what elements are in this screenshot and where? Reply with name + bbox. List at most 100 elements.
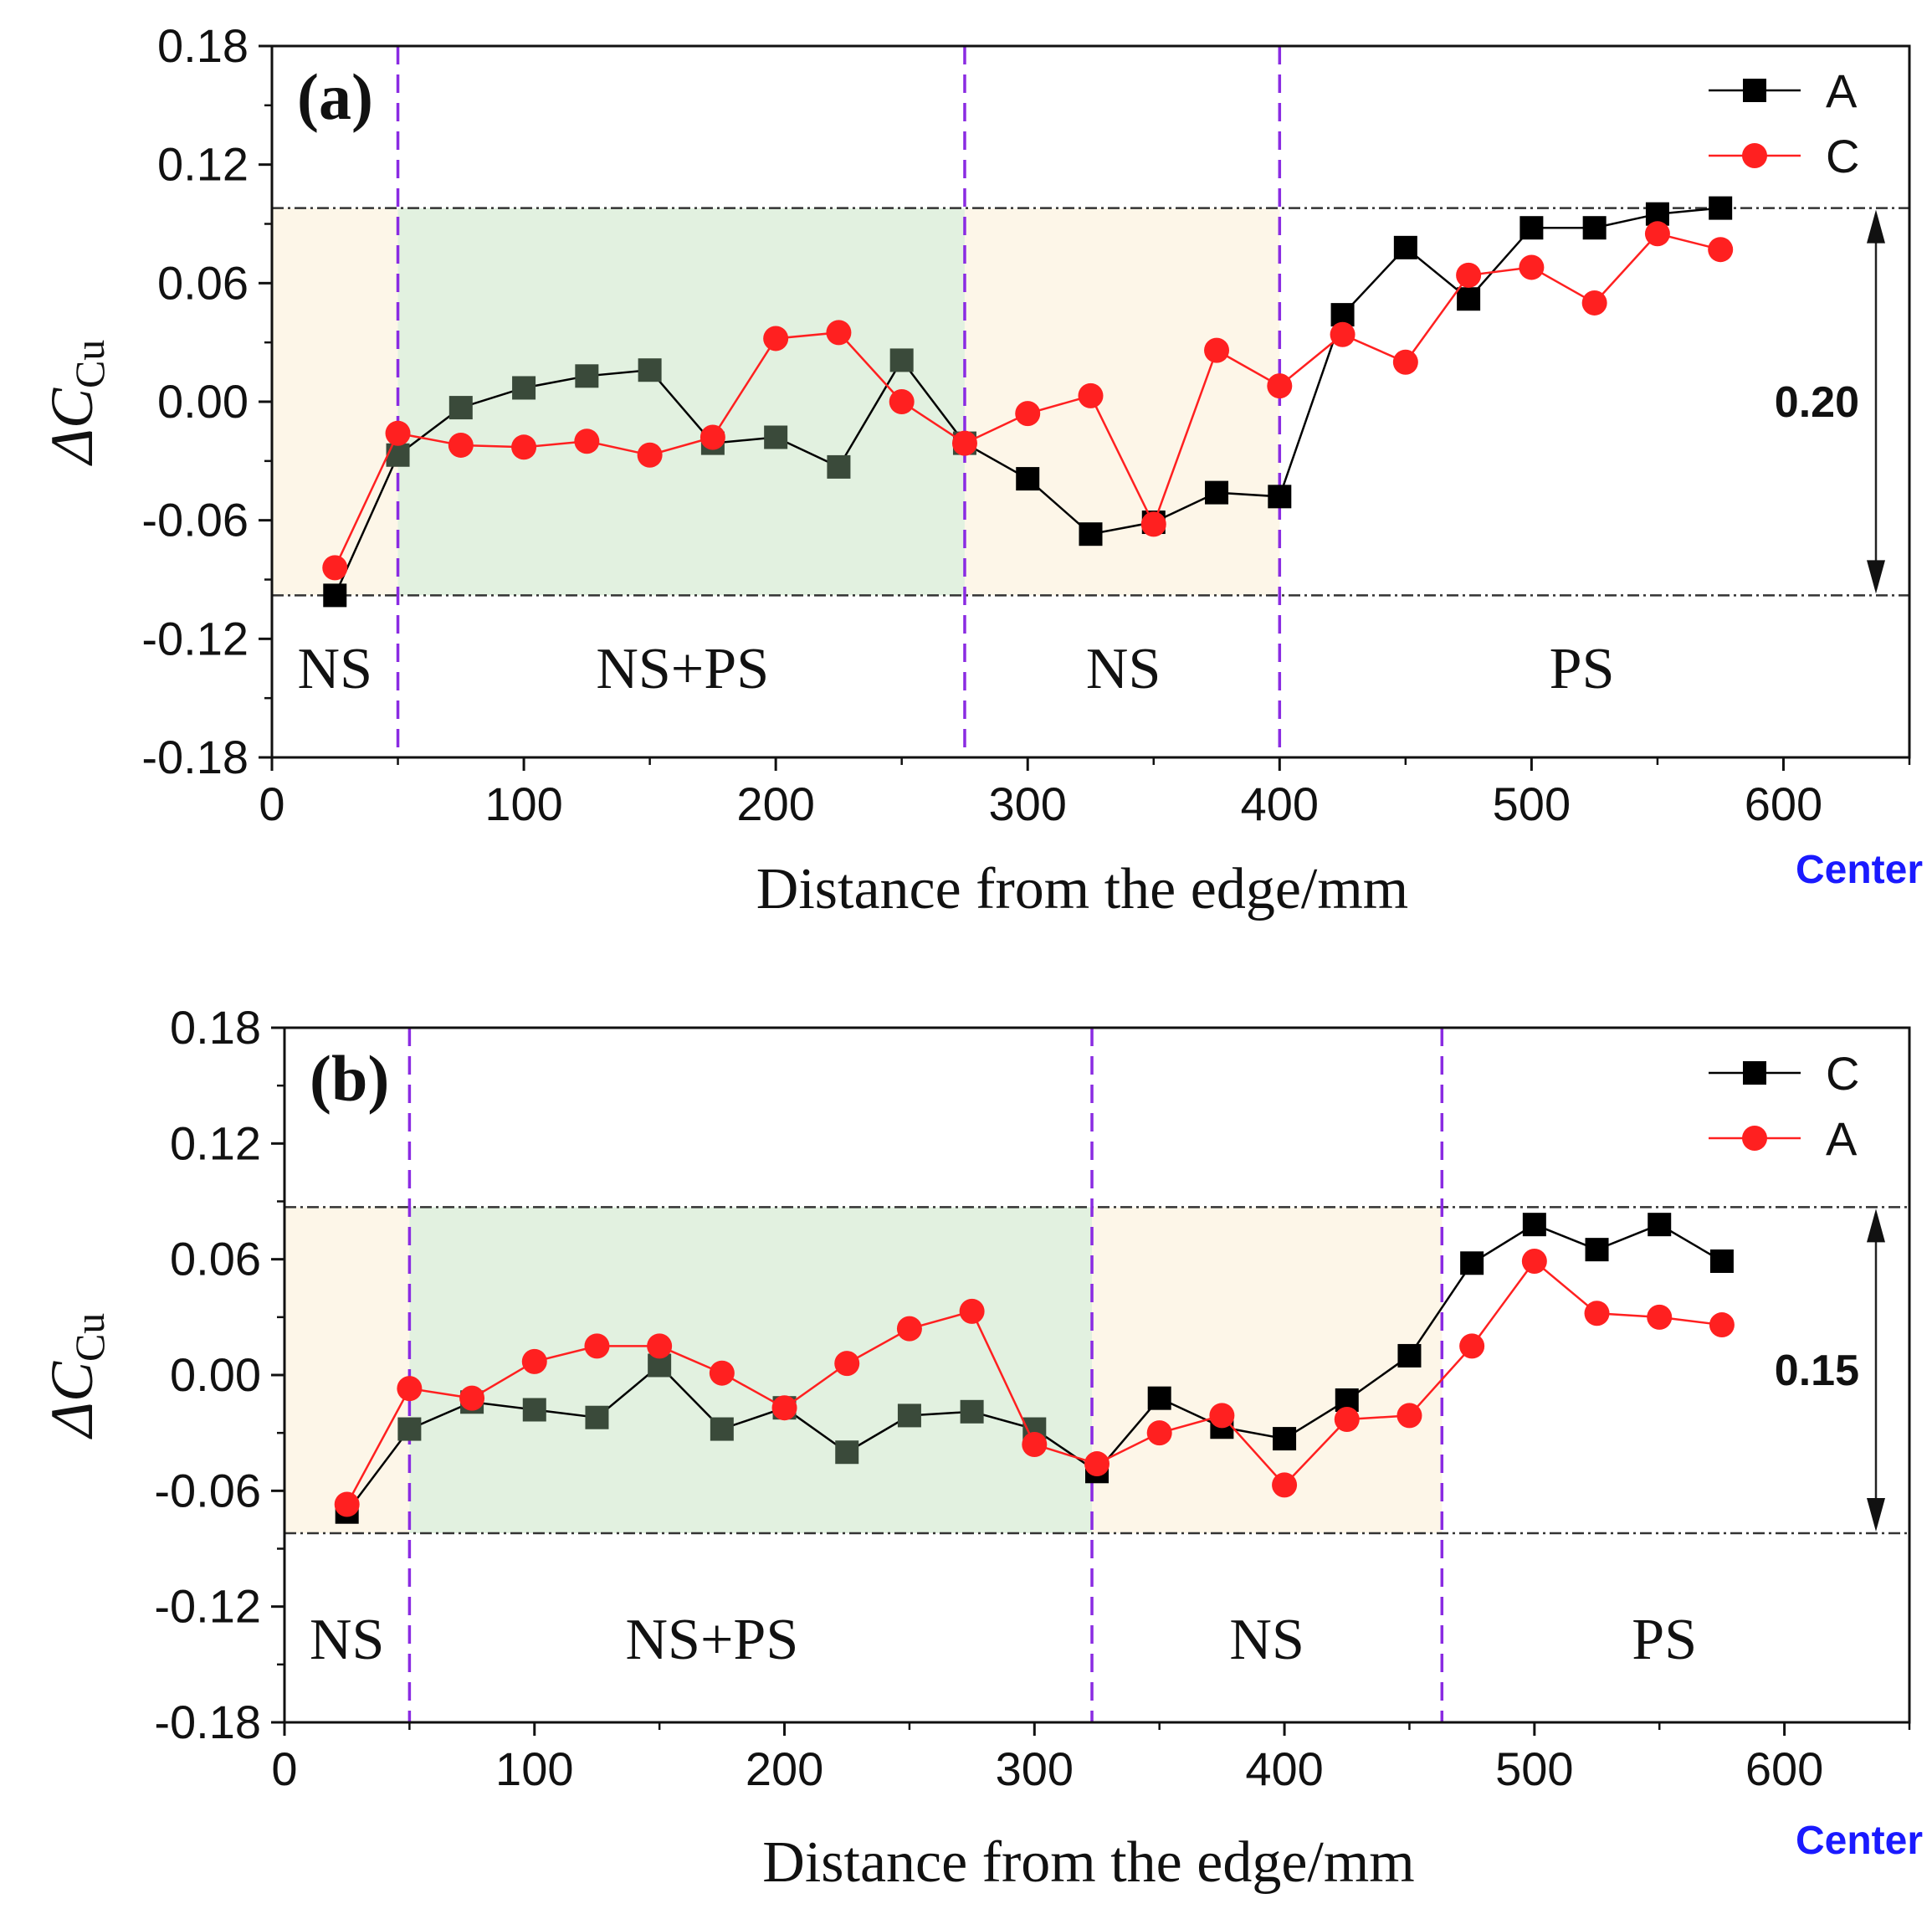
legend-item-C: C: [1709, 130, 1859, 182]
data-point-circle: [1334, 1407, 1360, 1433]
data-point-square: [710, 1417, 734, 1441]
data-point-circle: [511, 434, 537, 460]
x-axis-title: Distance from the edge/mm: [756, 857, 1408, 921]
data-point-square: [448, 396, 473, 420]
legend-item-C: C: [1709, 1047, 1859, 1100]
legend-square-marker: [1743, 1061, 1766, 1085]
x-tick-label: 500: [1495, 1742, 1573, 1795]
data-point-square: [1393, 235, 1417, 259]
x-tick-label: 100: [495, 1742, 573, 1795]
data-point-circle: [647, 1333, 673, 1359]
data-point-circle: [1209, 1403, 1235, 1429]
y-tick-label: 0.18: [170, 1001, 261, 1054]
range-arrow-up-head: [1867, 209, 1885, 244]
legend-square-marker: [1743, 79, 1766, 102]
x-tick-label: 300: [989, 777, 1067, 830]
range-label: 0.20: [1775, 378, 1859, 427]
x-tick-label: 0: [259, 777, 284, 830]
data-point-square: [827, 454, 851, 479]
legend-label: A: [1826, 64, 1858, 117]
panel-label: (b): [310, 1042, 389, 1115]
data-point-circle: [1330, 321, 1355, 347]
data-point-square: [1457, 287, 1481, 311]
y-tick-label: 0.12: [157, 138, 249, 191]
y-axis-title-sub: Cu: [66, 340, 113, 388]
data-point-circle: [834, 1351, 860, 1377]
legend-circle-marker: [1742, 143, 1767, 168]
region-label: NS: [310, 1608, 384, 1672]
y-tick-label: -0.12: [154, 1580, 261, 1633]
y-tick-label: 0.18: [157, 19, 249, 72]
range-arrow-down-head: [1867, 560, 1885, 594]
data-point-circle: [385, 420, 411, 446]
range-arrow-up-head: [1867, 1208, 1885, 1243]
x-tick-label: 600: [1745, 777, 1822, 830]
x-tick-label: 100: [484, 777, 562, 830]
data-point-circle: [709, 1360, 735, 1386]
region-label: NS: [298, 637, 372, 701]
data-point-square: [522, 1398, 546, 1422]
data-point-circle: [1581, 290, 1607, 316]
data-point-square: [1016, 467, 1040, 491]
shaded-zone-green: [409, 1207, 1093, 1534]
y-tick-label: -0.06: [141, 494, 249, 546]
data-point-square: [1709, 1249, 1734, 1273]
panel-b: 0.15 NS NS+PS NS PS (b) 0.18 0.12 0.06 0.00 -0.06 -…: [38, 1001, 1923, 1895]
data-point-square: [960, 1399, 984, 1424]
shaded-zone-green: [397, 208, 965, 596]
y-tick-label: -0.18: [141, 731, 249, 783]
data-point-circle: [1584, 1301, 1610, 1326]
x-axis-title: Distance from the edge/mm: [762, 1830, 1414, 1895]
data-point-square: [575, 364, 599, 388]
data-point-circle: [322, 555, 348, 581]
data-point-square: [889, 348, 914, 372]
y-axis-title: ΔCCu: [38, 340, 113, 467]
data-point-circle: [1272, 1472, 1298, 1498]
data-point-circle: [763, 326, 789, 351]
legend-item-A: A: [1709, 64, 1858, 117]
data-point-circle: [1456, 262, 1482, 288]
data-point-circle: [889, 389, 915, 414]
data-point-square: [1519, 216, 1544, 240]
x-tick-label: 200: [736, 777, 814, 830]
x-tick-label: 500: [1493, 777, 1571, 830]
panel-a: 0.20 NS NS+PS NS PS (a) 0.18 0.12 0.06 0.00 -0.06 -…: [38, 19, 1923, 921]
y-axis-title-sub: Cu: [66, 1313, 113, 1362]
data-point-square: [1273, 1427, 1297, 1451]
x-tick-label: 200: [746, 1742, 823, 1795]
data-point-circle: [771, 1395, 797, 1421]
center-label: Center: [1796, 848, 1923, 892]
data-point-square: [397, 1417, 422, 1441]
series-A: [323, 196, 1733, 608]
data-point-square: [386, 443, 410, 467]
range-label: 0.15: [1775, 1347, 1859, 1395]
series-C: [322, 221, 1734, 581]
range-arrow-down-head: [1867, 1498, 1885, 1532]
data-point-square: [764, 425, 788, 449]
data-point-circle: [334, 1491, 360, 1517]
data-point-square: [1460, 1251, 1484, 1275]
region-label: NS: [1086, 637, 1161, 701]
data-point-square: [1268, 485, 1292, 509]
y-tick-label: 0.06: [157, 256, 249, 309]
legend-label: A: [1826, 1112, 1858, 1165]
region-label: PS: [1632, 1608, 1697, 1672]
data-point-square: [1582, 216, 1607, 240]
data-point-square: [1205, 480, 1229, 505]
data-point-square: [585, 1405, 609, 1429]
y-tick-label: -0.12: [141, 612, 249, 665]
region-label: PS: [1550, 637, 1615, 701]
data-point-circle: [951, 430, 977, 456]
x-tick-label: 400: [1241, 777, 1319, 830]
legend-item-A: A: [1709, 1112, 1858, 1165]
data-point-circle: [397, 1376, 423, 1402]
data-point-square: [1397, 1343, 1422, 1368]
data-point-circle: [826, 320, 852, 346]
data-point-square: [323, 583, 347, 608]
data-point-circle: [1078, 382, 1104, 408]
data-point-circle: [896, 1316, 922, 1342]
data-point-circle: [1519, 254, 1545, 280]
region-label: NS+PS: [596, 637, 769, 701]
data-point-circle: [574, 428, 600, 454]
